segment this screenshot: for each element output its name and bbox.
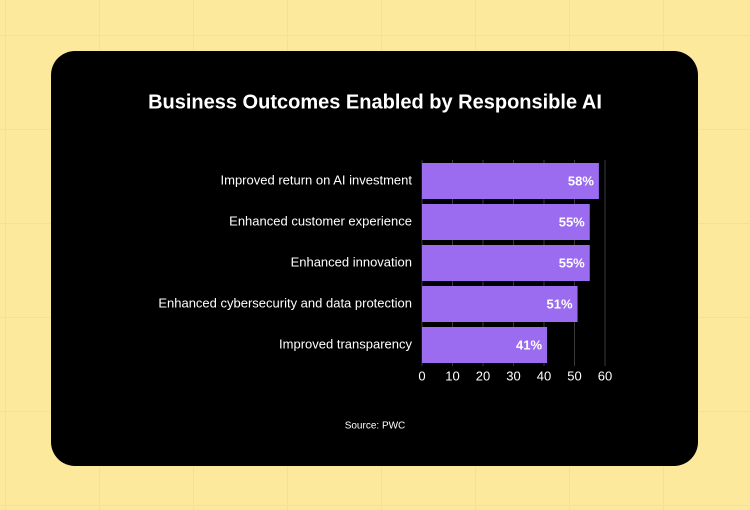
bar [422, 286, 578, 322]
x-tick-label: 30 [506, 368, 520, 383]
y-tick-label: Enhanced innovation [291, 254, 412, 269]
y-tick-label: Enhanced cybersecurity and data protecti… [158, 295, 412, 310]
value-label: 55% [559, 214, 585, 229]
y-tick-label: Improved return on AI investment [221, 172, 413, 187]
bar [422, 204, 590, 240]
value-label: 55% [559, 255, 585, 270]
x-tick-label: 10 [445, 368, 459, 383]
value-label: 41% [516, 337, 542, 352]
bar [422, 163, 599, 199]
bar [422, 327, 548, 363]
x-tick-label: 20 [476, 368, 490, 383]
x-tick-label: 50 [567, 368, 581, 383]
x-tick-label: 60 [598, 368, 612, 383]
source: Source: PWC [345, 421, 406, 432]
chart-title: Business Outcomes Enabled by Responsible… [148, 91, 602, 113]
x-tick-label: 40 [537, 368, 551, 383]
value-label: 58% [568, 173, 594, 188]
bar [422, 245, 590, 281]
y-tick-label: Improved transparency [279, 336, 412, 351]
x-tick-label: 0 [418, 368, 425, 383]
y-tick-label: Enhanced customer experience [229, 213, 412, 228]
value-label: 51% [547, 296, 573, 311]
